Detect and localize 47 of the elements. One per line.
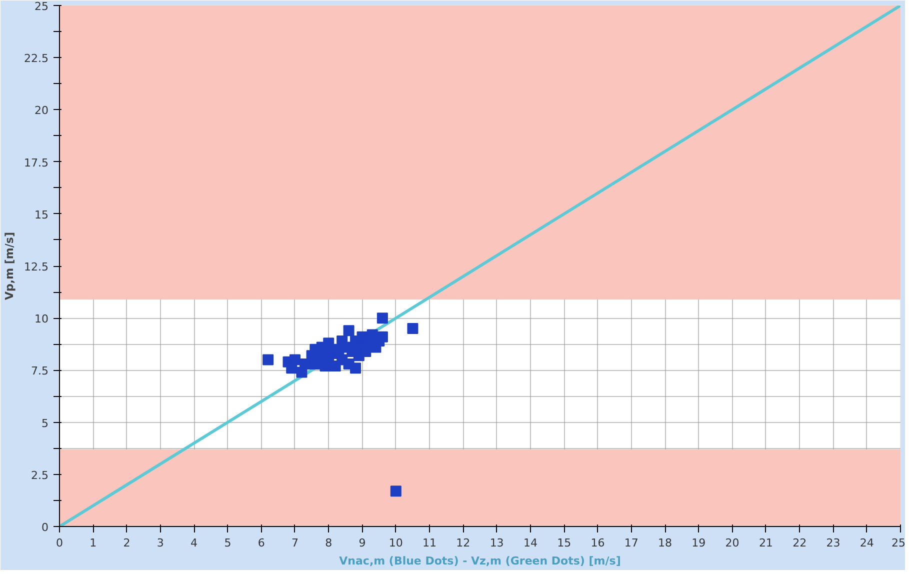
y-tick-label: 2.5 (31, 468, 49, 482)
x-tick-label: 12 (456, 536, 470, 550)
x-tick-label: 8 (325, 536, 332, 550)
y-tick-label: 7.5 (31, 364, 49, 378)
x-tick-label: 17 (624, 536, 638, 550)
point (376, 312, 388, 324)
x-tick-label: 20 (725, 536, 740, 550)
x-tick-label: 24 (860, 536, 874, 550)
y-tick-label: 22.5 (24, 52, 49, 66)
x-tick-label: 15 (557, 536, 572, 550)
x-tick-label: 23 (826, 536, 840, 550)
point (407, 323, 418, 334)
x-tick-label: 9 (358, 536, 366, 550)
y-tick-label: 0 (42, 521, 48, 534)
x-tick-label: 3 (156, 536, 164, 550)
y-tick-label: 5 (42, 416, 48, 430)
x-tick-label: 13 (490, 536, 504, 550)
x-tick-label: 6 (258, 536, 265, 550)
y-tick-label: 25 (34, 0, 49, 13)
x-tick-label: 16 (590, 536, 605, 550)
point (343, 325, 354, 336)
x-tick-label: 4 (190, 536, 198, 550)
x-tick-label: 2 (123, 536, 130, 550)
x-tick-label: 5 (224, 536, 232, 550)
x-tick-label: 22 (792, 536, 807, 550)
x-tick-label: 7 (291, 536, 298, 550)
x-tick-label: 19 (692, 536, 706, 550)
x-tick-label: 25 (892, 536, 906, 550)
y-tick-label: 12.5 (24, 260, 49, 274)
x-tick-label: 1 (90, 536, 97, 550)
point (289, 354, 300, 366)
x-tick-label: 10 (388, 536, 403, 550)
y-tick-label: 17.5 (24, 156, 49, 170)
x-tick-label: 14 (523, 536, 538, 550)
x-tick-label: 18 (658, 536, 672, 550)
point (376, 331, 388, 342)
point (390, 486, 402, 497)
point (350, 362, 362, 374)
x-tick-label: 11 (422, 536, 437, 550)
x-tick-label: 0 (56, 536, 63, 550)
y-tick-label: 15 (34, 208, 49, 222)
x-tick-label: 21 (758, 536, 773, 550)
y-tick-label: 20 (34, 104, 49, 118)
x-axis-title: Vnac,m (Blue Dots) - Vz,m (Green Dots) [m/s] (339, 554, 621, 568)
y-axis-title: Vp,m [m/s] (3, 232, 16, 300)
point (262, 354, 274, 366)
y-tick-label: 10 (34, 312, 49, 326)
